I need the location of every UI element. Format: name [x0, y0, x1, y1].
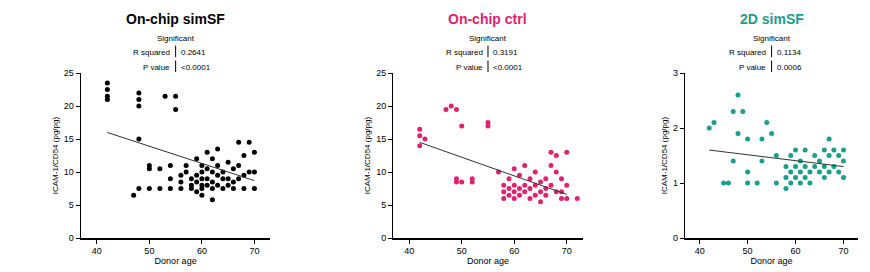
svg-text:0: 0	[381, 233, 386, 243]
svg-text:0.3191: 0.3191	[493, 48, 518, 57]
svg-text:5: 5	[69, 200, 74, 210]
svg-text:5: 5	[381, 200, 386, 210]
svg-text:0: 0	[673, 233, 678, 243]
svg-text:40: 40	[695, 246, 705, 256]
svg-text:R squared: R squared	[133, 48, 170, 57]
svg-text:15: 15	[64, 134, 74, 144]
svg-text:P value: P value	[739, 63, 766, 72]
svg-text:P value: P value	[456, 63, 483, 72]
svg-text:0.0006: 0.0006	[777, 63, 802, 72]
svg-text:3: 3	[673, 68, 678, 78]
svg-text:70: 70	[249, 246, 259, 256]
svg-text:20: 20	[376, 101, 386, 111]
svg-text:70: 70	[838, 246, 848, 256]
svg-text:1: 1	[673, 178, 678, 188]
svg-text:20: 20	[64, 101, 74, 111]
svg-text:50: 50	[743, 246, 753, 256]
svg-text:P value: P value	[143, 63, 170, 72]
svg-text:R squared: R squared	[446, 48, 483, 57]
svg-text:50: 50	[144, 246, 154, 256]
svg-text:ICAM-1/CD54 (pg/pg): ICAM-1/CD54 (pg/pg)	[363, 117, 372, 195]
svg-text:ICAM-1/CD54 (pg/pg): ICAM-1/CD54 (pg/pg)	[660, 117, 669, 195]
svg-text:25: 25	[64, 68, 74, 78]
svg-text:25: 25	[376, 68, 386, 78]
svg-text:Significant: Significant	[469, 34, 507, 43]
svg-text:0.1134: 0.1134	[777, 48, 801, 57]
svg-text:ICAM-1/CD54 (pg/pg): ICAM-1/CD54 (pg/pg)	[51, 117, 60, 195]
svg-text:Significant: Significant	[157, 34, 195, 43]
svg-text:60: 60	[509, 246, 519, 256]
svg-text:R squared: R squared	[729, 48, 766, 57]
svg-text:2: 2	[673, 123, 678, 133]
svg-text:On-chip ctrl: On-chip ctrl	[448, 11, 527, 27]
svg-text:40: 40	[404, 246, 414, 256]
svg-text:10: 10	[64, 167, 74, 177]
svg-text:60: 60	[197, 246, 207, 256]
svg-text:60: 60	[791, 246, 801, 256]
svg-text:Donor age: Donor age	[155, 256, 197, 266]
svg-text:0.2641: 0.2641	[181, 48, 206, 57]
svg-text:<0.0001: <0.0001	[181, 63, 211, 72]
svg-text:2D simSF: 2D simSF	[740, 11, 804, 27]
svg-text:On-chip simSF: On-chip simSF	[126, 11, 225, 27]
svg-text:10: 10	[376, 167, 386, 177]
svg-text:Donor age: Donor age	[467, 256, 509, 266]
svg-text:15: 15	[376, 134, 386, 144]
svg-text:Significant: Significant	[753, 34, 791, 43]
svg-text:<0.0001: <0.0001	[493, 63, 523, 72]
svg-text:70: 70	[562, 246, 572, 256]
svg-text:50: 50	[457, 246, 467, 256]
svg-text:0: 0	[69, 233, 74, 243]
svg-text:Donor age: Donor age	[751, 256, 793, 266]
svg-text:40: 40	[92, 246, 102, 256]
